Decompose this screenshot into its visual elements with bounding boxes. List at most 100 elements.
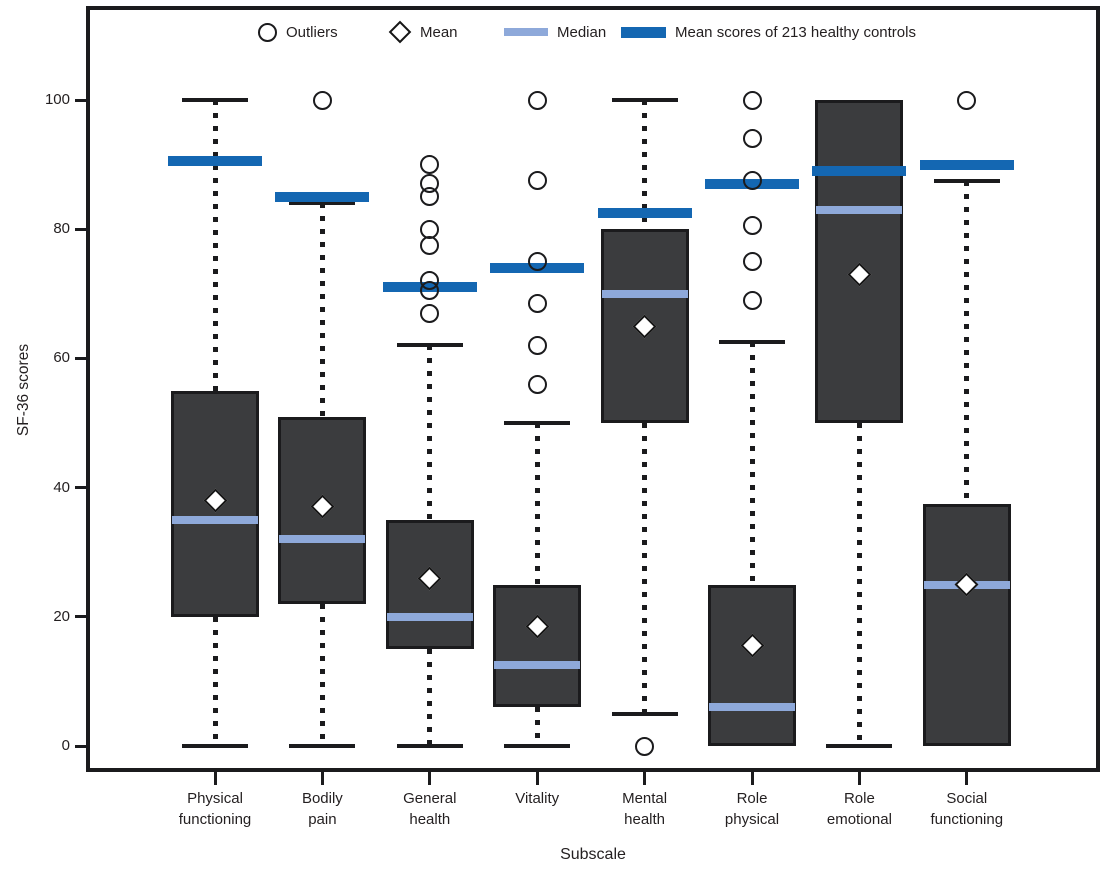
- x-axis-title: Subscale: [560, 846, 626, 863]
- lower-whisker-cap: [289, 744, 356, 748]
- y-axis-tick-label: 80: [53, 220, 70, 238]
- upper-whisker-cap: [396, 343, 463, 348]
- lower-whisker-cap: [826, 744, 893, 748]
- y-axis-tick: [75, 98, 86, 102]
- outlier-circle: [527, 252, 547, 271]
- outlier-circle: [742, 216, 762, 236]
- outlier-circle: [635, 736, 655, 756]
- x-axis-tick: [535, 772, 539, 785]
- median-line: [386, 612, 473, 621]
- outlier-circle: [527, 171, 547, 191]
- iqr-box: [922, 503, 1011, 746]
- lower-whisker: [856, 423, 862, 746]
- upper-whisker-cap: [719, 340, 785, 345]
- lower-whisker-cap: [396, 744, 463, 748]
- upper-whisker: [642, 100, 648, 230]
- lower-whisker-cap: [611, 711, 678, 716]
- lower-whisker: [534, 707, 540, 746]
- legend-item-mean: Mean: [388, 20, 458, 44]
- healthy-controls-bar: [168, 156, 262, 167]
- plot-area: [90, 10, 1096, 768]
- legend-label-outliers: Outliers: [286, 23, 338, 41]
- outlier-circle: [420, 303, 440, 323]
- x-axis-tick: [428, 772, 432, 785]
- mean-diamond-icon: [388, 20, 412, 44]
- x-category-label: Social functioning: [930, 790, 1004, 828]
- outlier-circle: [742, 90, 762, 110]
- x-axis-tick: [857, 772, 861, 785]
- upper-whisker: [534, 423, 540, 585]
- y-axis-tick: [75, 615, 86, 619]
- outlier-circle: [957, 90, 977, 110]
- lower-whisker: [212, 616, 218, 746]
- upper-whisker: [319, 203, 325, 417]
- median-line: [601, 289, 688, 298]
- x-axis-tick: [213, 772, 217, 785]
- median-line: [279, 535, 366, 544]
- outlier-circle-icon: [258, 22, 277, 42]
- upper-whisker: [964, 180, 970, 504]
- y-axis-tick: [75, 356, 86, 360]
- x-axis-tick: [965, 772, 969, 785]
- healthy-controls-bar: [597, 208, 692, 219]
- median-line: [172, 515, 258, 524]
- y-axis-tick-label: 60: [53, 349, 70, 367]
- lower-whisker-cap: [182, 744, 248, 748]
- median-line: [494, 661, 581, 670]
- healthy-controls-bar: [812, 166, 907, 177]
- outlier-circle: [742, 171, 762, 191]
- outlier-circle: [312, 90, 332, 110]
- outlier-circle: [527, 335, 547, 355]
- iqr-box: [815, 100, 904, 423]
- x-category-label: General health: [403, 790, 457, 828]
- y-axis-title: SF-36 scores: [15, 343, 32, 437]
- x-axis-tick: [643, 772, 647, 785]
- x-axis-tick: [320, 772, 324, 785]
- outlier-circle: [420, 281, 440, 301]
- outlier-circle: [742, 290, 762, 310]
- median-line: [816, 205, 903, 214]
- median-line: [709, 703, 795, 712]
- legend-label-mean: Mean: [420, 23, 458, 41]
- x-category-label: Physical functioning: [178, 790, 252, 828]
- y-axis-tick: [75, 744, 86, 748]
- x-category-label: Vitality: [515, 790, 560, 807]
- x-category-label: Role emotional: [826, 790, 892, 828]
- iqr-box: [493, 584, 582, 708]
- healthy-controls-bar: [275, 191, 370, 202]
- upper-whisker-cap: [504, 421, 571, 425]
- y-axis-tick-label: 0: [61, 737, 70, 754]
- y-axis-tick: [75, 486, 86, 490]
- outlier-circle: [742, 129, 762, 149]
- upper-whisker: [212, 100, 218, 391]
- lower-whisker: [642, 423, 648, 714]
- legend-item-median: Median: [504, 20, 606, 44]
- y-axis-tick: [75, 227, 86, 231]
- x-category-label: Bodily pain: [301, 790, 343, 828]
- lower-whisker: [319, 603, 325, 746]
- upper-whisker-cap: [611, 98, 678, 102]
- outlier-circle: [420, 235, 440, 255]
- x-category-label: Role physical: [724, 790, 780, 828]
- lower-whisker-cap: [504, 744, 571, 748]
- upper-whisker-cap: [289, 201, 356, 206]
- y-axis-tick-label: 40: [53, 478, 70, 496]
- lower-whisker: [427, 649, 433, 746]
- median-line-icon: [504, 28, 548, 36]
- outlier-circle: [742, 252, 762, 271]
- outlier-circle: [420, 155, 440, 175]
- x-category-label: Mental health: [622, 790, 668, 828]
- y-axis-tick-label: 100: [44, 91, 70, 108]
- legend-item-outliers: Outliers: [258, 20, 338, 44]
- iqr-box: [708, 584, 796, 746]
- controls-bar-icon: [621, 26, 666, 38]
- upper-whisker: [749, 342, 755, 585]
- legend-label-healthy-controls: Mean scores of 213 healthy controls: [675, 23, 916, 41]
- outlier-circle: [527, 90, 547, 110]
- upper-whisker-cap: [933, 178, 1000, 183]
- upper-whisker-cap: [182, 98, 248, 102]
- outlier-circle: [527, 374, 547, 394]
- y-axis-tick-label: 20: [53, 607, 70, 625]
- legend-item-healthy-controls: Mean scores of 213 healthy controls: [621, 20, 916, 44]
